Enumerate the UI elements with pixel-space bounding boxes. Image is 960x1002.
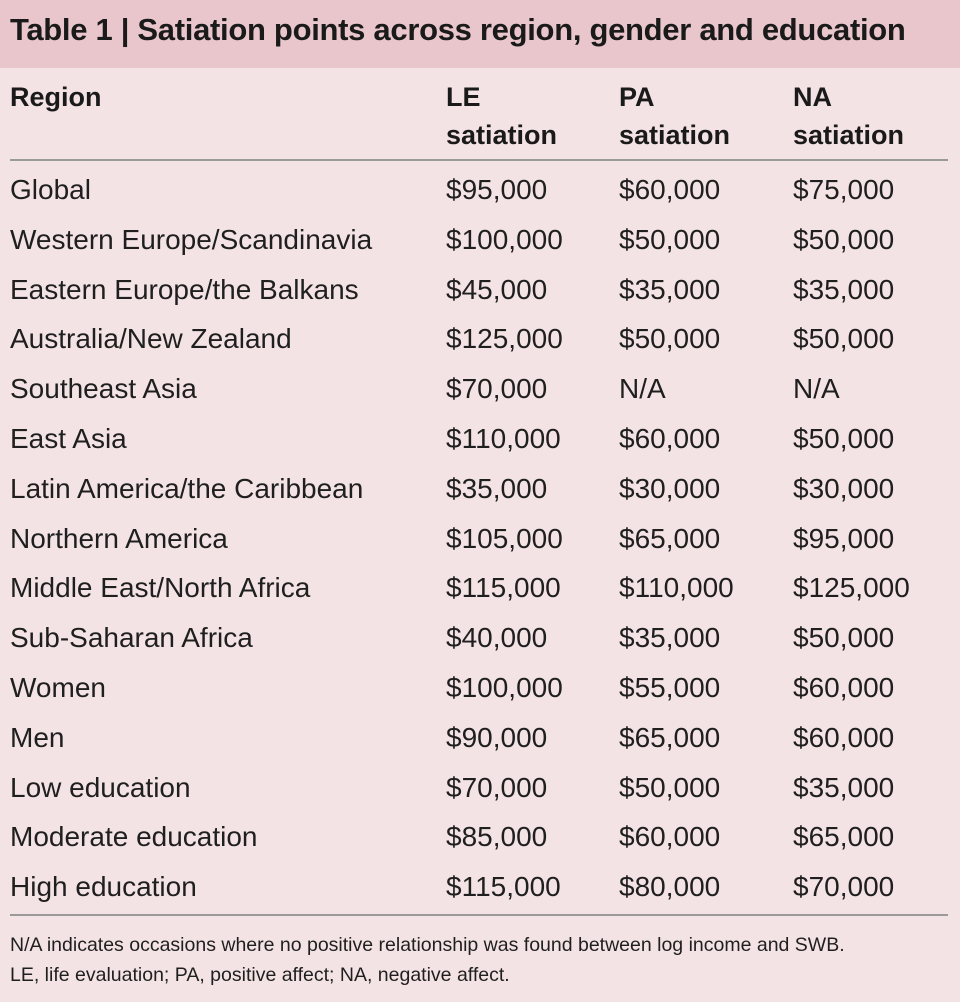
table-title: Table 1 | Satiation points across region… [10, 12, 906, 47]
header-pa-line2: satiation [619, 120, 731, 150]
cell-le-satiation: $40,000 [446, 622, 548, 654]
cell-le-satiation: $70,000 [446, 373, 548, 405]
cell-pa-satiation: $55,000 [619, 672, 721, 703]
cell-region: Moderate education [10, 821, 258, 853]
table-row: Eastern Europe/the Balkans $45,000 $35,000… [0, 265, 960, 315]
header-region: Region [10, 78, 102, 116]
cell-pa-satiation: $60,000 [619, 423, 721, 454]
header-na-line1: NA [793, 82, 832, 112]
cell-pa-satiation: $60,000 [619, 821, 721, 853]
cell-na-satiation: $50,000 [793, 223, 895, 255]
table-row: Moderate education $85,000 $60,000 $65,000 [0, 812, 960, 862]
cell-na-satiation: $60,000 [793, 672, 895, 703]
table-title-bar: Table 1 | Satiation points across region… [0, 0, 960, 68]
cell-region: Low education [10, 771, 191, 803]
cell-na-satiation: $50,000 [793, 423, 895, 454]
cell-le-satiation: $70,000 [446, 771, 548, 803]
cell-na-satiation: $75,000 [793, 174, 895, 205]
cell-pa-satiation: $50,000 [619, 223, 721, 255]
header-le-line1: LE [446, 82, 481, 112]
header-divider [10, 159, 948, 161]
cell-pa-satiation: N/A [619, 373, 666, 405]
cell-region: Sub-Saharan Africa [10, 622, 253, 654]
cell-na-satiation: $30,000 [793, 472, 895, 504]
cell-region: Northern America [10, 522, 228, 554]
cell-pa-satiation: $60,000 [619, 174, 721, 205]
cell-pa-satiation: $65,000 [619, 522, 721, 554]
cell-pa-satiation: $50,000 [619, 771, 721, 803]
cell-pa-satiation: $65,000 [619, 721, 721, 753]
cell-le-satiation: $35,000 [446, 472, 548, 504]
header-le-satiation: LE satiation [446, 78, 557, 154]
cell-le-satiation: $85,000 [446, 821, 548, 853]
cell-na-satiation: $125,000 [793, 572, 910, 604]
cell-na-satiation: $95,000 [793, 522, 895, 554]
cell-pa-satiation: $80,000 [619, 871, 721, 903]
cell-le-satiation: $125,000 [446, 323, 563, 355]
cell-region: Australia/New Zealand [10, 323, 292, 355]
header-le-line2: satiation [446, 120, 558, 150]
cell-le-satiation: $105,000 [446, 522, 563, 554]
cell-le-satiation: $100,000 [446, 672, 563, 703]
cell-region: High education [10, 871, 197, 903]
table-row: Global $95,000 $60,000 $75,000 [0, 165, 960, 215]
header-na-satiation: NA satiation [793, 78, 904, 154]
cell-region: Men [10, 721, 65, 753]
cell-na-satiation: $50,000 [793, 323, 895, 355]
cell-pa-satiation: $110,000 [619, 572, 734, 604]
header-na-line2: satiation [793, 120, 905, 150]
cell-na-satiation: $50,000 [793, 622, 895, 654]
footer-divider [10, 914, 948, 916]
cell-region: Women [10, 672, 106, 703]
header-region-label: Region [10, 82, 102, 112]
cell-pa-satiation: $35,000 [619, 273, 721, 305]
table-row: Women $100,000 $55,000 $60,000 [0, 663, 960, 713]
table-row: Sub-Saharan Africa $40,000 $35,000 $50,000 [0, 613, 960, 663]
footnote-na-definition: N/A indicates occasions where no positiv… [10, 934, 845, 956]
table-row: High education $115,000 $80,000 $70,000 [0, 862, 960, 912]
table-row: Southeast Asia $70,000 N/A N/A [0, 364, 960, 414]
table-row: Latin America/the Caribbean $35,000 $30,00… [0, 464, 960, 514]
cell-region: East Asia [10, 423, 127, 454]
cell-le-satiation: $115,000 [446, 572, 561, 604]
table-row: Australia/New Zealand $125,000 $50,000 $50,… [0, 314, 960, 364]
table-row: Middle East/North Africa $115,000 $110,000… [0, 563, 960, 613]
table-row: Men $90,000 $65,000 $60,000 [0, 713, 960, 763]
cell-na-satiation: $65,000 [793, 821, 895, 853]
cell-le-satiation: $110,000 [446, 423, 561, 454]
table-row: Western Europe/Scandinavia $100,000 $50,00… [0, 215, 960, 265]
cell-le-satiation: $95,000 [446, 174, 548, 205]
header-pa-satiation: PA satiation [619, 78, 730, 154]
cell-na-satiation: $70,000 [793, 871, 895, 903]
cell-na-satiation: $60,000 [793, 721, 895, 753]
cell-le-satiation: $100,000 [446, 223, 563, 255]
cell-na-satiation: N/A [793, 373, 840, 405]
cell-region: Western Europe/Scandinavia [10, 223, 373, 255]
cell-na-satiation: $35,000 [793, 273, 895, 305]
cell-na-satiation: $35,000 [793, 771, 895, 803]
table-row: East Asia $110,000 $60,000 $50,000 [0, 414, 960, 464]
table-row: Northern America $105,000 $65,000 $95,000 [0, 514, 960, 564]
cell-pa-satiation: $35,000 [619, 622, 721, 654]
cell-region: Middle East/North Africa [10, 572, 311, 604]
cell-le-satiation: $90,000 [446, 721, 548, 753]
cell-le-satiation: $45,000 [446, 273, 548, 305]
cell-region: Southeast Asia [10, 373, 197, 405]
cell-pa-satiation: $50,000 [619, 323, 721, 355]
header-pa-line1: PA [619, 82, 655, 112]
cell-le-satiation: $115,000 [446, 871, 561, 903]
cell-region: Eastern Europe/the Balkans [10, 273, 359, 305]
cell-pa-satiation: $30,000 [619, 472, 721, 504]
table-row: Low education $70,000 $50,000 $35,000 [0, 763, 960, 813]
cell-region: Latin America/the Caribbean [10, 472, 364, 504]
cell-region: Global [10, 174, 91, 205]
footnote-abbreviations: LE, life evaluation; PA, positive affect… [10, 964, 510, 986]
